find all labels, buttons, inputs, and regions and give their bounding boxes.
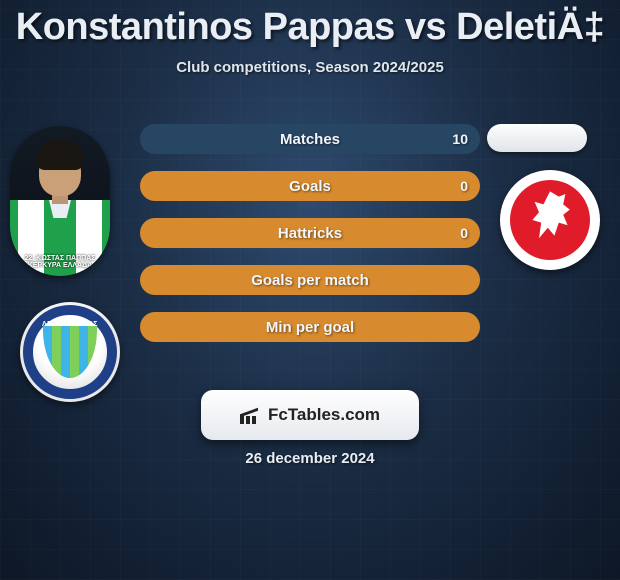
stat-label: Min per goal xyxy=(266,319,354,336)
stat-right-value: 10 xyxy=(452,131,468,147)
page-subtitle: Club competitions, Season 2024/2025 xyxy=(0,59,620,76)
stat-right-value: 0 xyxy=(460,225,468,241)
stats-panel: Matches 10 Goals 0 Hattricks 0 Goals per… xyxy=(140,124,480,342)
club-right-badge xyxy=(500,170,600,270)
stat-label: Matches xyxy=(280,131,340,148)
stat-row-gpm: Goals per match xyxy=(140,265,480,295)
stat-row-mpg: Min per goal xyxy=(140,312,480,342)
stat-row-matches: Matches 10 xyxy=(140,124,480,154)
player-right-avatar xyxy=(487,124,587,152)
stat-row-hattricks: Hattricks 0 xyxy=(140,218,480,248)
stat-label: Hattricks xyxy=(278,225,342,242)
page-title: Konstantinos Pappas vs DeletiÄ‡ xyxy=(0,0,620,49)
site-logo-text: FcTables.com xyxy=(268,405,380,425)
footer-date: 26 december 2024 xyxy=(0,450,620,467)
bars-icon xyxy=(240,406,262,424)
stat-right-value: 0 xyxy=(460,178,468,194)
stat-label: Goals xyxy=(289,178,331,195)
player-left-avatar: 22. ΚΩΣΤΑΣ ΠΑΠΠΑΣ ΚΕΡΚΥΡΑ ΕΛΛΑΔΑ xyxy=(10,126,110,276)
site-logo: FcTables.com xyxy=(201,390,419,440)
stat-label: Goals per match xyxy=(251,272,369,289)
club-left-badge: ΛΕΒΑΔΕΙΑΚΟΣ xyxy=(20,302,120,402)
player-left-nametag: 22. ΚΩΣΤΑΣ ΠΑΠΠΑΣ ΚΕΡΚΥΡΑ ΕΛΛΑΔΑ xyxy=(10,255,110,270)
stat-row-goals: Goals 0 xyxy=(140,171,480,201)
